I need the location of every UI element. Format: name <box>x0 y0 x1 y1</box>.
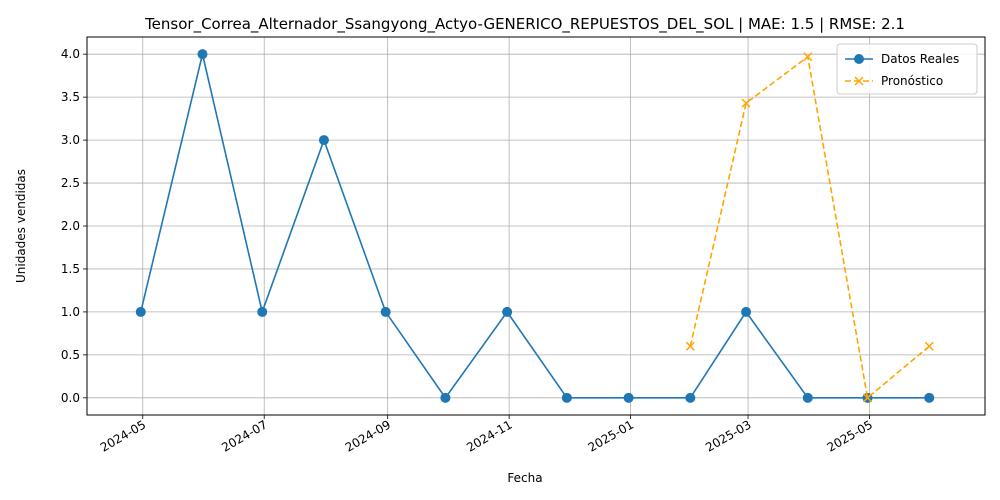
data-point <box>802 392 813 403</box>
legend: Datos Reales Pronóstico <box>836 43 978 95</box>
data-point <box>741 98 751 108</box>
y-tick-label: 2.5 <box>61 176 80 190</box>
data-point <box>380 306 391 317</box>
y-tick-label: 2.0 <box>61 219 80 233</box>
data-point <box>685 392 696 403</box>
data-point <box>924 341 934 351</box>
data-point <box>685 341 695 351</box>
y-tick-label: 3.5 <box>61 90 80 104</box>
y-axis-title: Unidades vendidas <box>14 169 28 283</box>
data-point <box>741 306 752 317</box>
data-point <box>854 76 864 86</box>
y-tick-label: 3.0 <box>61 133 80 147</box>
y-tick-label: 1.0 <box>61 305 80 319</box>
data-point <box>440 392 451 403</box>
x-tick-label: 2024-11 <box>464 417 514 454</box>
x-tick-label: 2025-01 <box>586 417 636 454</box>
data-point <box>257 306 268 317</box>
data-point <box>135 306 146 317</box>
series-group <box>135 49 935 403</box>
data-point <box>197 49 208 60</box>
axes: 0.0 0.5 1.0 1.5 2.0 2.5 3.0 3.5 4.0 2024-05 2024-0… <box>61 47 875 454</box>
series-line <box>689 55 930 400</box>
y-tick-label: 4.0 <box>61 47 80 61</box>
y-tick-label: 0.0 <box>61 391 80 405</box>
x-axis-title: Fecha <box>507 471 542 485</box>
series-group <box>685 52 934 403</box>
data-point <box>924 392 935 403</box>
data-point <box>854 54 864 64</box>
y-tick-label: 0.5 <box>61 348 80 362</box>
data-point <box>803 52 813 62</box>
chart-title: Tensor_Correa_Alternador_Ssangyong_Actyo… <box>144 15 905 34</box>
data-point <box>862 393 873 403</box>
series <box>135 49 935 403</box>
legend-label: Datos Reales <box>881 52 959 66</box>
x-tick-label: 2025-05 <box>825 417 875 454</box>
x-tick-label: 2024-05 <box>98 417 148 454</box>
data-point <box>623 392 634 403</box>
legend-label: Pronóstico <box>881 74 943 88</box>
data-point <box>318 135 329 146</box>
grid-lines <box>87 37 985 415</box>
x-tick-label: 2025-03 <box>703 417 753 454</box>
y-tick-label: 1.5 <box>61 262 80 276</box>
x-tick-label: 2024-07 <box>219 417 269 454</box>
series-line <box>139 53 930 400</box>
data-point <box>561 392 572 403</box>
data-point <box>502 306 513 317</box>
x-tick-label: 2024-09 <box>343 417 393 454</box>
